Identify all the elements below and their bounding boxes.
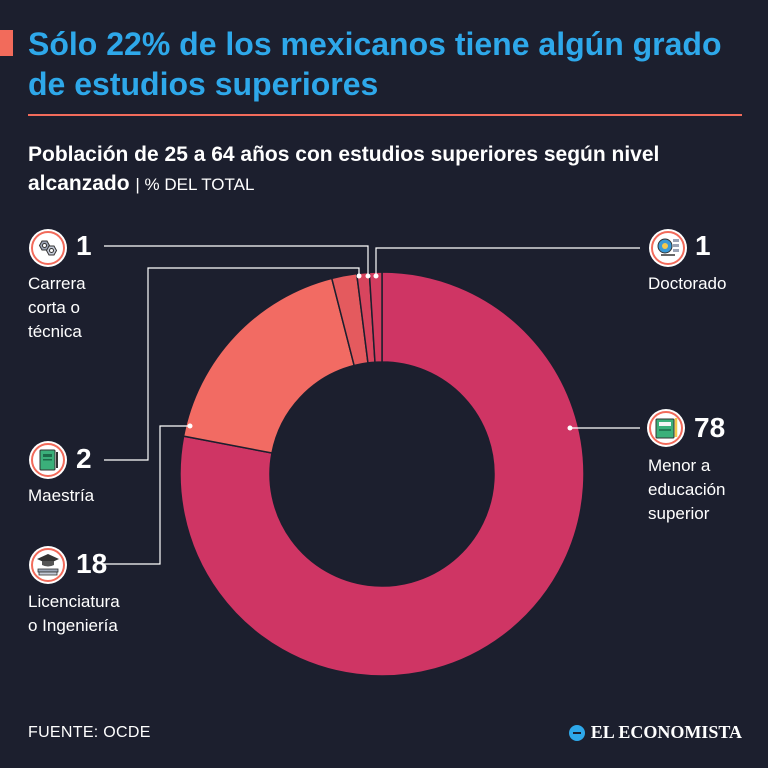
donut-slices (179, 271, 585, 677)
source-note: FUENTE: OCDE (28, 724, 151, 741)
donut-slice-1 (182, 277, 356, 454)
label-text-carrera: Carrera corta o técnica (28, 274, 86, 341)
donut-slice-4 (368, 271, 383, 364)
label-value-menor: 78 (694, 412, 726, 443)
research-icon (649, 229, 687, 267)
leader-lines (104, 245, 640, 565)
page-title: Sólo 22% de los mexicanos tiene algún gr… (28, 26, 722, 102)
label-text-maestria: Maestría (28, 486, 95, 505)
title-accent-bar (0, 30, 13, 56)
donut-slice-0 (179, 271, 585, 677)
leader-line-1 (104, 425, 190, 565)
publisher-logo: EL ECONOMISTA (568, 722, 742, 743)
label-value-maestria: 2 (76, 443, 92, 474)
leader-dot-1 (187, 423, 193, 429)
label-value-licenciatura: 18 (76, 548, 108, 579)
logo-text: EL ECONOMISTA (590, 722, 742, 742)
label-text-licenciatura: Licenciatura o Ingeniería (28, 592, 120, 635)
leader-dot-3 (365, 273, 371, 279)
leader-dot-0 (567, 425, 573, 431)
label-value-doctorado: 1 (695, 230, 711, 261)
label-text-doctorado: Doctorado (648, 274, 727, 293)
leader-line-2 (104, 267, 360, 461)
logo-mark-icon (568, 724, 585, 741)
label-value-carrera: 1 (76, 230, 92, 261)
gears-icon (29, 229, 67, 267)
subtitle-text: Población de 25 a 64 años con estudios s… (28, 143, 660, 195)
leader-line-3 (104, 245, 369, 276)
title-divider (28, 114, 742, 116)
subtitle-unit: | % DEL TOTAL (135, 175, 255, 194)
leader-dot-4 (373, 273, 379, 279)
notebook-icon (647, 409, 685, 447)
leader-line-4 (375, 247, 640, 276)
leader-dot-2 (356, 273, 362, 279)
graduation-cap-icon (29, 546, 67, 584)
thesis-book-icon (29, 441, 67, 479)
chart-subtitle: Población de 25 a 64 años con estudios s… (28, 140, 748, 199)
label-text-menor: Menor a educación superior (648, 456, 726, 523)
